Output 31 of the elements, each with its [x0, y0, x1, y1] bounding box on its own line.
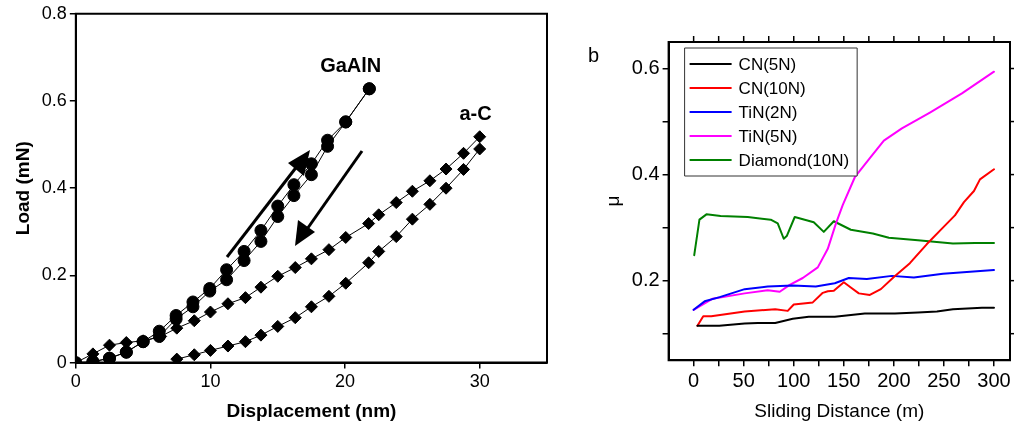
- x-tick-label: 150: [827, 368, 861, 391]
- x-tick-label: 100: [777, 368, 811, 391]
- legend-label: TiN(2N): [738, 102, 798, 122]
- y-tick-label: 0.6: [41, 89, 67, 110]
- x-axis-title: Sliding Distance (m): [754, 399, 925, 421]
- text: b: [588, 43, 600, 66]
- x-tick-label: 50: [732, 368, 755, 391]
- y-tick-label: 0.2: [631, 268, 660, 291]
- x-tick-label: 300: [977, 368, 1011, 391]
- legend-label: Diamond(10N): [738, 150, 850, 170]
- y-tick-label: 0.6: [631, 56, 660, 79]
- x-tick-label: 20: [335, 371, 356, 392]
- x-tick-label: 200: [877, 368, 911, 391]
- y-tick-label: 0: [56, 351, 67, 372]
- series-label: GaAlN: [320, 54, 382, 77]
- x-tick-label: 250: [927, 368, 961, 391]
- legend-label: TiN(5N): [738, 126, 798, 146]
- x-tick-label: 0: [688, 368, 700, 391]
- legend-label: CN(5N): [738, 54, 797, 74]
- series-label: a-C: [459, 102, 492, 125]
- y-tick-label: 0.4: [631, 162, 660, 185]
- y-axis-title: μ: [601, 195, 623, 207]
- x-tick-label: 30: [469, 371, 490, 392]
- x-axis-title: Displacement (nm): [226, 399, 397, 421]
- x-tick-label: 0: [70, 371, 81, 392]
- y-tick-label: 0.4: [41, 177, 67, 198]
- y-axis-title: Load (mN): [11, 141, 33, 236]
- legend-label: CN(10N): [738, 78, 806, 98]
- y-tick-label: 0.8: [41, 2, 67, 23]
- y-tick-label: 0.2: [41, 264, 67, 285]
- x-tick-label: 10: [200, 371, 221, 392]
